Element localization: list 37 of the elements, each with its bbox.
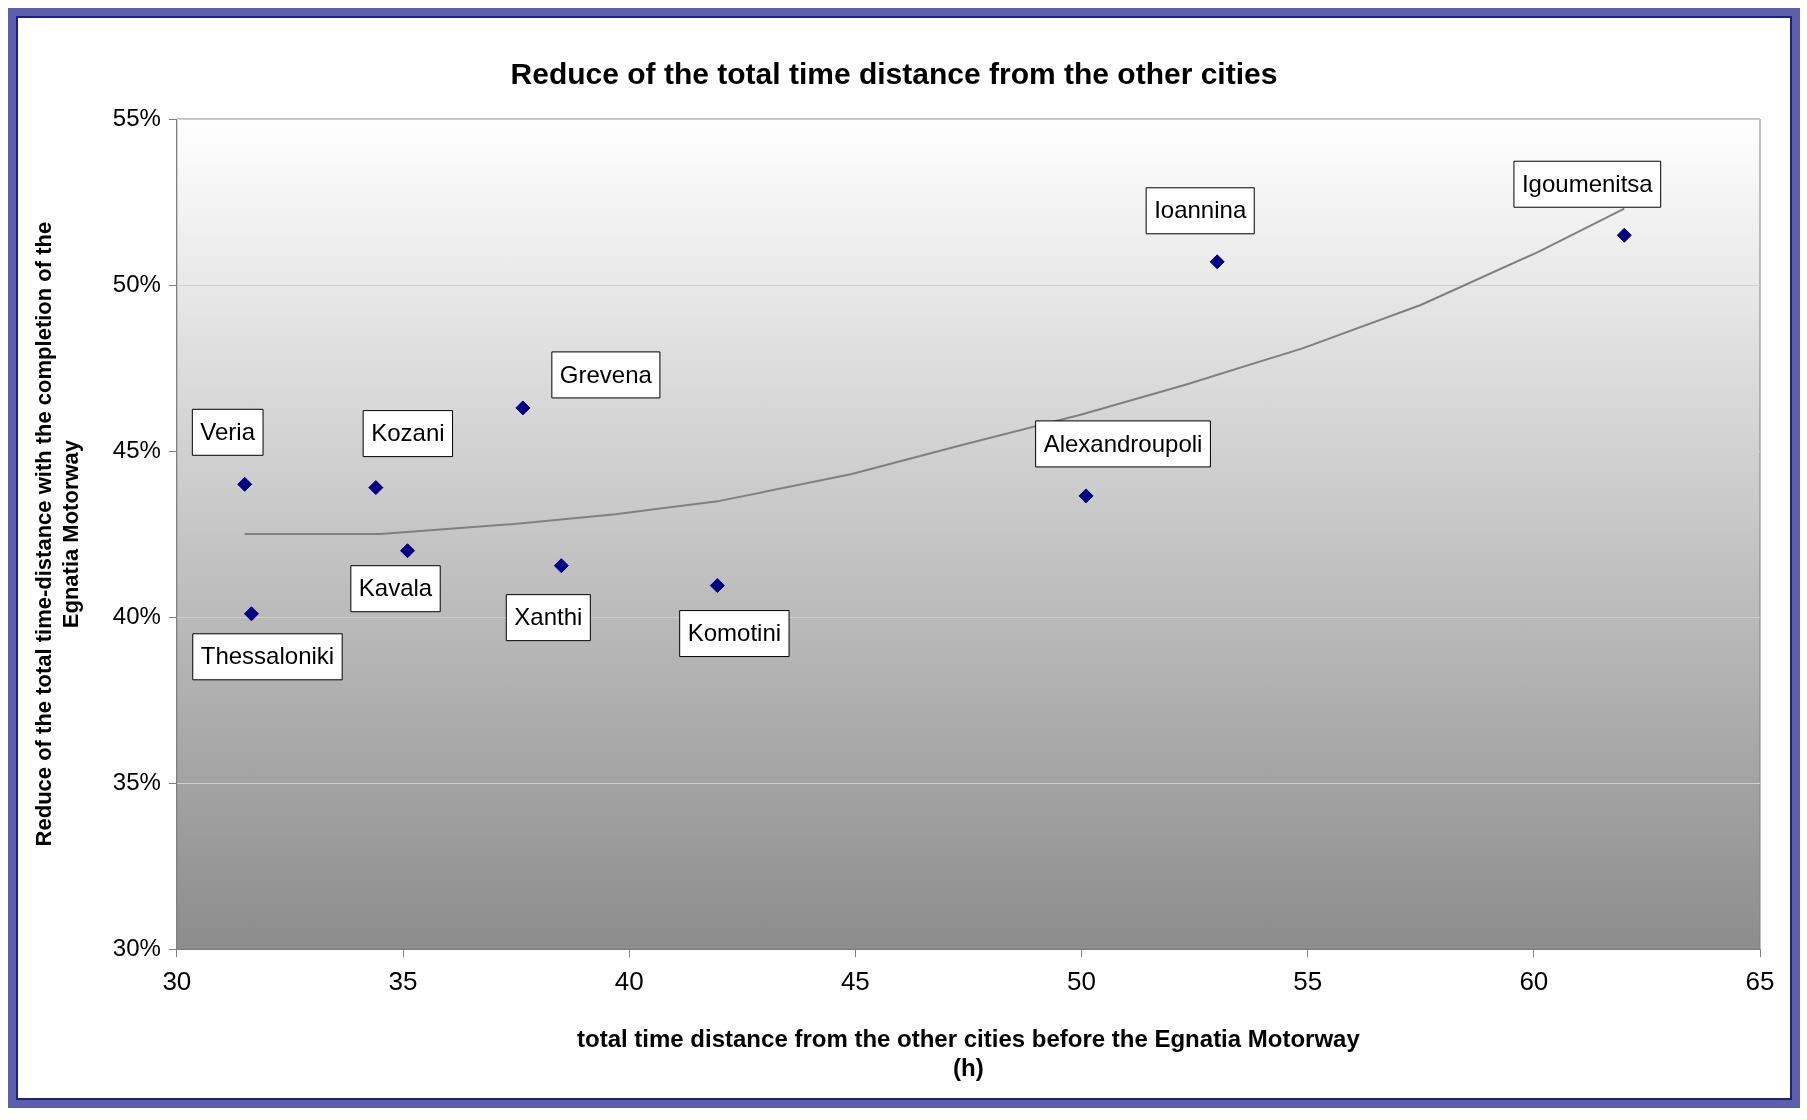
point bbox=[515, 400, 531, 416]
annotation: Grevena bbox=[559, 360, 653, 388]
annotation: Veria bbox=[200, 417, 256, 445]
point bbox=[1616, 227, 1632, 243]
x-axis-title: total time distance from the other cities before the Egnatia Motorway (h) bbox=[577, 1025, 1361, 1082]
point bbox=[553, 558, 569, 574]
y-tick-label: 50% bbox=[112, 269, 161, 297]
point bbox=[400, 543, 416, 559]
annotation: Igoumenitsa bbox=[1521, 169, 1654, 197]
annotation: Kavala bbox=[358, 574, 433, 602]
annotation: Kozani bbox=[371, 419, 445, 447]
x-tick-label: 65 bbox=[1745, 965, 1775, 996]
x-tick-label: 60 bbox=[1519, 965, 1549, 996]
x-tick-label: 40 bbox=[614, 965, 644, 996]
point bbox=[1078, 488, 1094, 504]
point bbox=[237, 476, 253, 492]
y-tick-label: 45% bbox=[112, 435, 161, 463]
point bbox=[368, 480, 384, 496]
x-tick-label: 30 bbox=[162, 965, 192, 996]
chart-title: Reduce of the total time distance from the other cities bbox=[510, 57, 1278, 91]
annotation: Xanthi bbox=[514, 603, 583, 631]
point bbox=[1209, 254, 1225, 270]
x-tick-label: 35 bbox=[388, 965, 418, 996]
x-tick-label: 50 bbox=[1067, 965, 1096, 996]
annotation: Ioannina bbox=[1154, 196, 1247, 224]
y-tick-label: 35% bbox=[112, 767, 161, 795]
annotation: Thessaloniki bbox=[200, 642, 335, 670]
point bbox=[243, 606, 259, 622]
y-tick-label: 40% bbox=[112, 601, 161, 629]
y-axis-title: Reduce of the total time-distance with the completion of the Egnatia Motorway bbox=[31, 221, 83, 847]
annotation: Alexandroupoli bbox=[1043, 429, 1203, 457]
y-tick-label: 30% bbox=[112, 933, 161, 961]
x-tick-label: 55 bbox=[1293, 965, 1323, 996]
x-tick-label: 45 bbox=[840, 965, 870, 996]
annotation: Komotini bbox=[687, 619, 782, 647]
point bbox=[709, 578, 725, 594]
y-tick-label: 55% bbox=[112, 103, 161, 131]
